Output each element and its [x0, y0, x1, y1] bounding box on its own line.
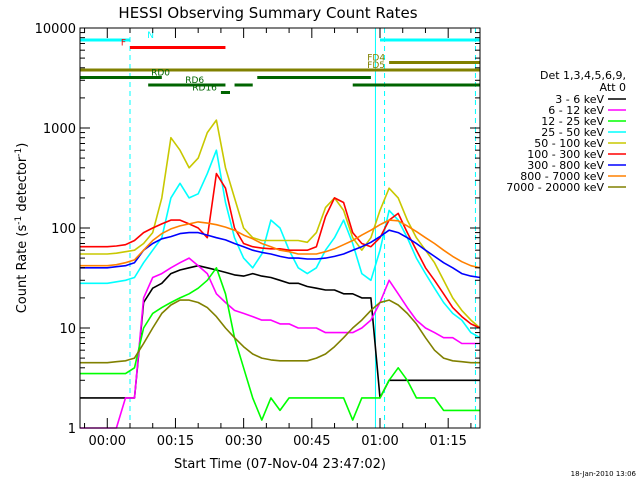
x-tick-label-1: 00:15	[157, 434, 194, 449]
flag-label-rd6: RD6	[185, 76, 204, 86]
series-lines	[80, 119, 481, 429]
series-line-0	[80, 264, 480, 399]
y-tick-label-4: 10000	[35, 22, 76, 37]
y-tick-label-3: 1000	[43, 122, 76, 137]
legend-title-line-0: Det 1,3,4,5,6,9,	[540, 69, 626, 82]
y-tick-label-1: 10	[59, 322, 76, 337]
series-line-5	[80, 172, 481, 329]
series-line-2	[80, 266, 480, 421]
axes: 1 10 100 1000 10000 00:00 00:15 00:30 00:45 01:00…	[35, 22, 480, 449]
series-line-7	[80, 219, 481, 269]
series-line-8	[80, 299, 480, 364]
flag-label-fd5: FD5	[367, 61, 385, 71]
y-axis-label: Count Rate (s-1 detector-1)	[14, 143, 30, 314]
legend-label-0: 3 - 6 keV	[555, 93, 604, 106]
series-line-6	[80, 229, 481, 279]
legend-label-2: 12 - 25 keV	[541, 115, 604, 128]
x-tick-label-3: 00:45	[293, 434, 330, 449]
y-tick-label-0: 1	[68, 422, 76, 437]
flag-label-rd16: RD16	[192, 84, 217, 94]
x-tick-label-5: 01:15	[429, 434, 466, 449]
series-line-3	[80, 149, 481, 339]
legend-label-5: 100 - 300 keV	[527, 148, 604, 161]
footer-timestamp: 18-Jan-2010 13:06	[571, 470, 637, 478]
legend-label-4: 50 - 100 keV	[534, 137, 604, 150]
legend-label-6: 300 - 800 keV	[527, 159, 604, 172]
y-tick-label-2: 100	[51, 222, 76, 237]
legend-label-3: 25 - 50 keV	[541, 126, 604, 139]
flag-label-n: N	[147, 31, 154, 41]
x-axis-label: Start Time (07-Nov-04 23:47:02)	[174, 457, 386, 472]
legend-label-1: 6 - 12 keV	[548, 104, 604, 117]
flag-label-rd0: RD0	[151, 69, 170, 79]
legend-title-line-1: Att 0	[600, 81, 626, 94]
flag-label-f: F	[121, 39, 126, 49]
x-tick-label-4: 01:00	[361, 434, 398, 449]
chart-title: HESSI Observing Summary Count Rates	[118, 4, 417, 22]
flag-label-fd4: FD4	[367, 54, 385, 64]
legend-label-7: 800 - 7000 keV	[520, 170, 604, 183]
series-line-1	[80, 257, 480, 429]
x-tick-label-2: 00:30	[225, 434, 262, 449]
x-tick-label-0: 00:00	[89, 434, 126, 449]
legend-label-8: 7000 - 20000 keV	[506, 181, 604, 194]
